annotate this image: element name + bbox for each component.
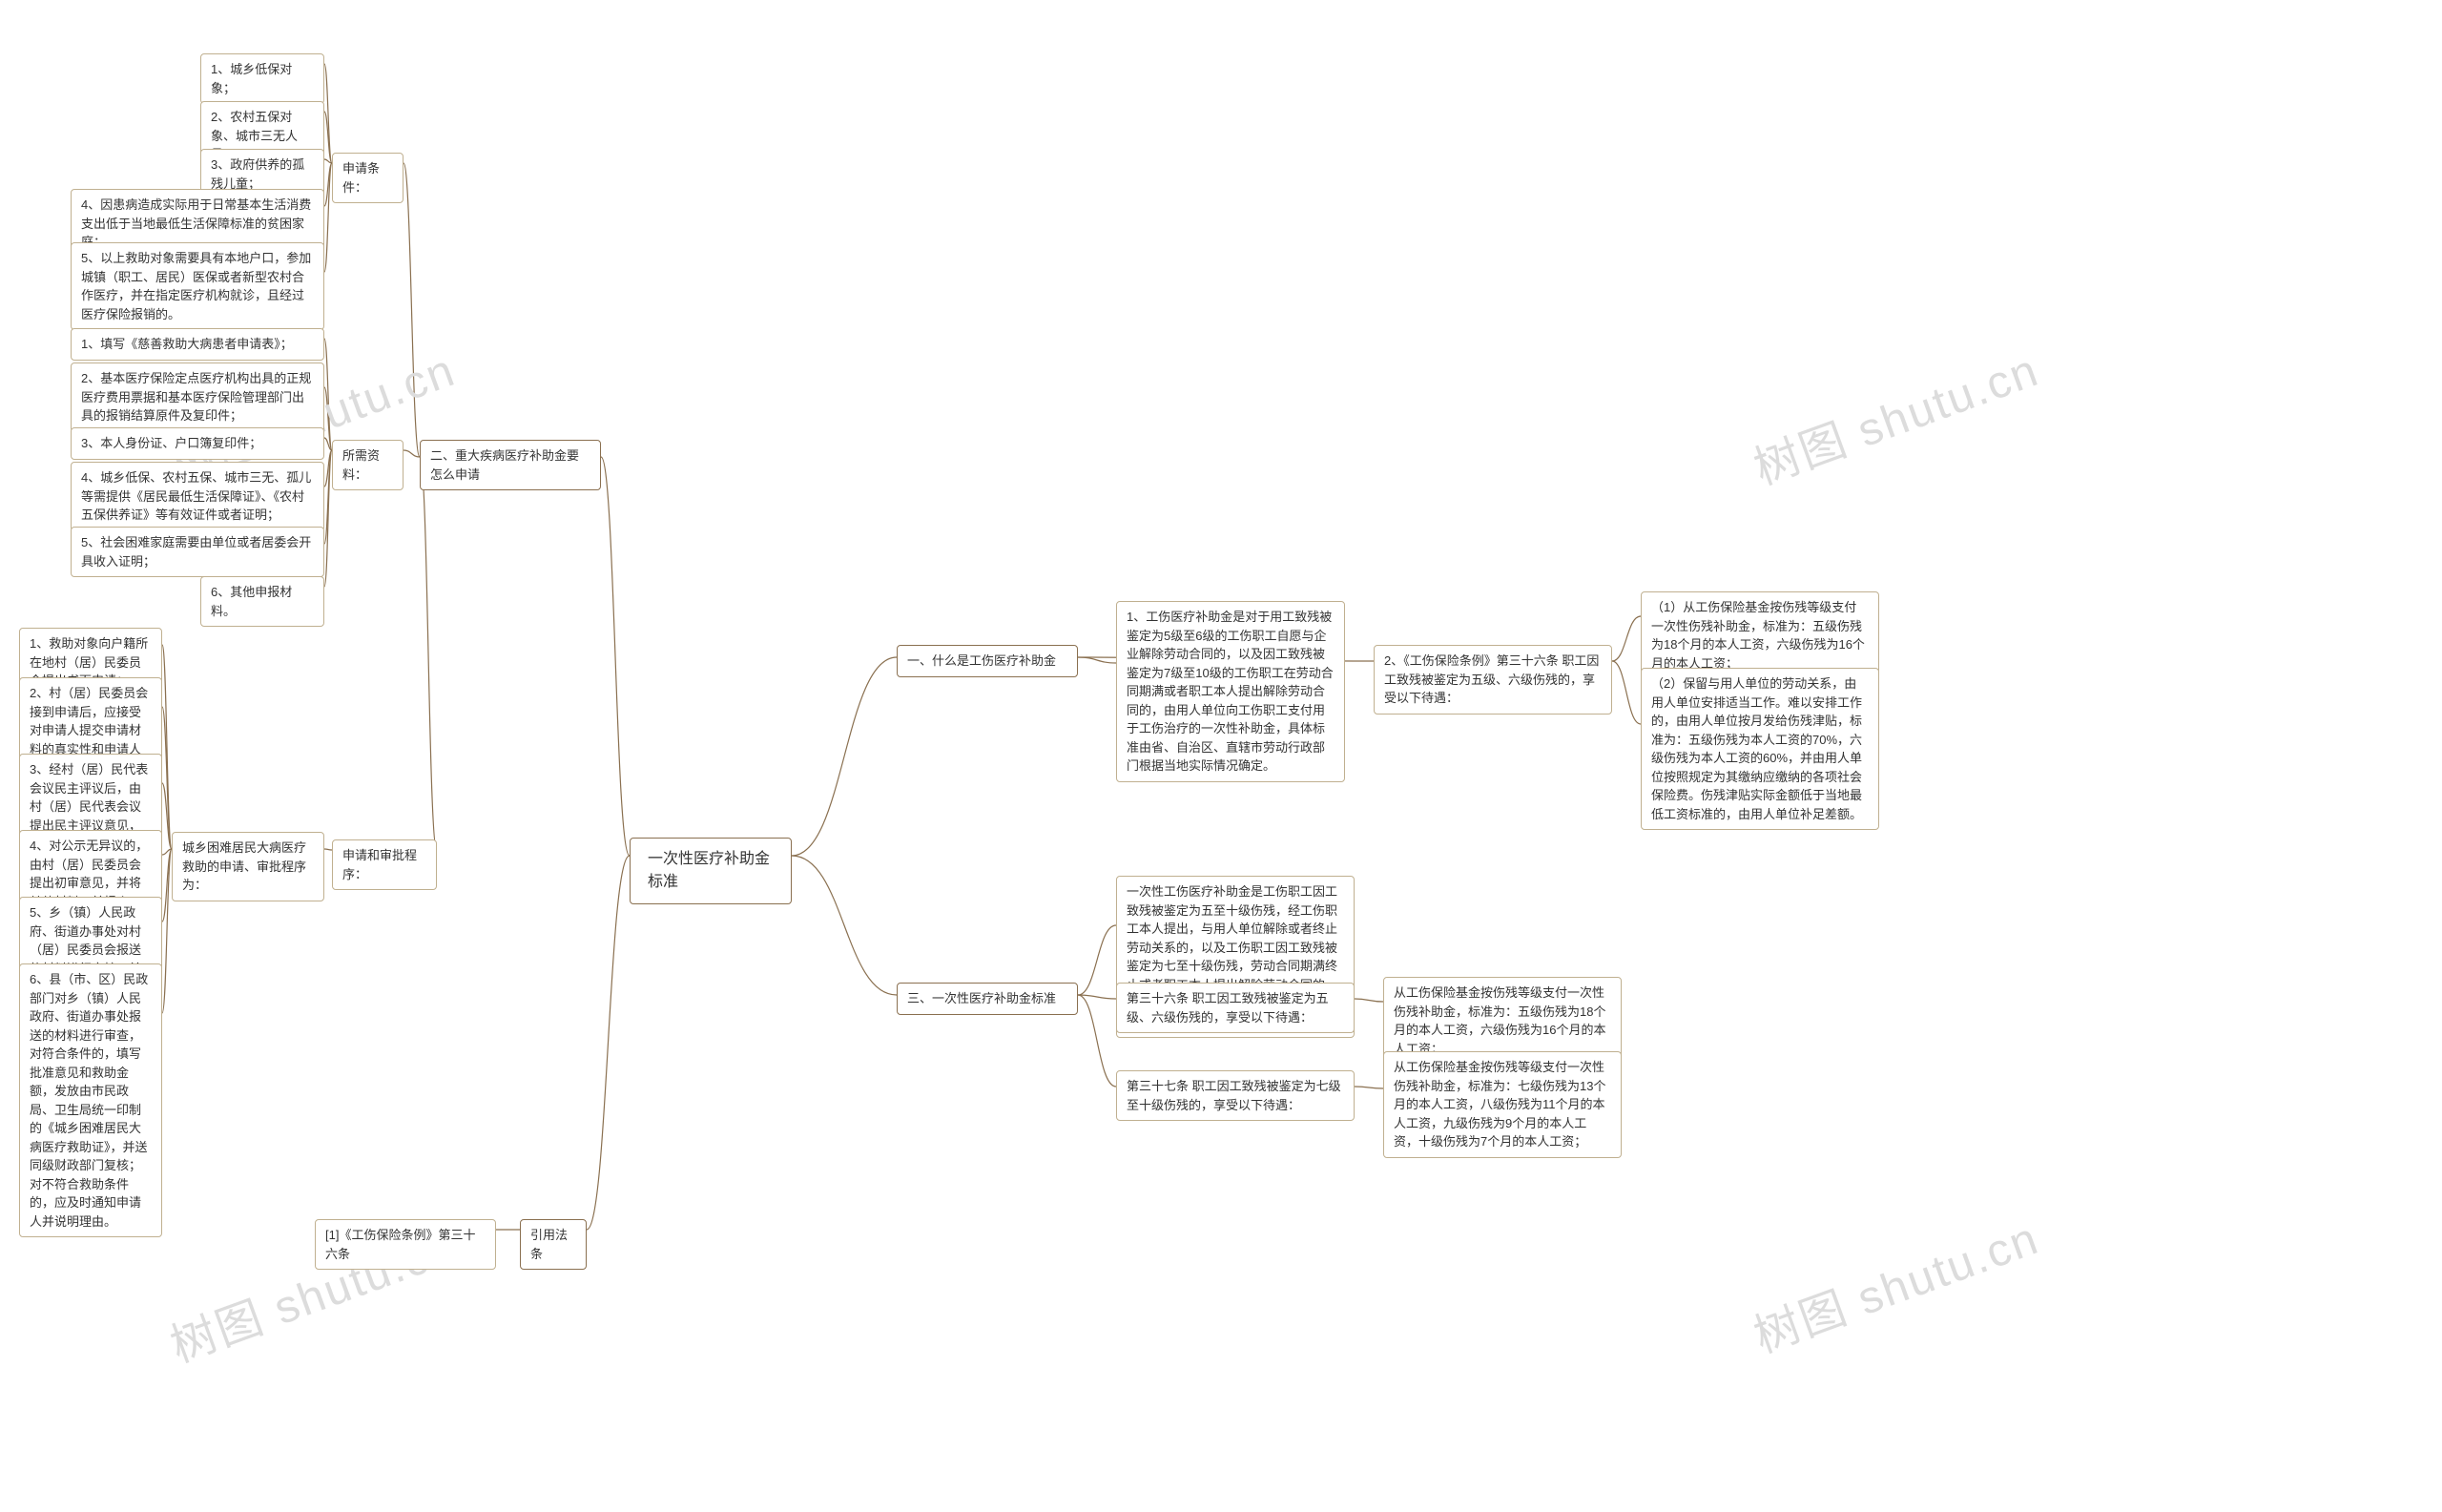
root: 一次性医疗补助金标准 <box>630 838 792 904</box>
b4c1: [1]《工伤保险条例》第三十六条 <box>315 1219 496 1270</box>
b1: 一、什么是工伤医疗补助金 <box>897 645 1078 677</box>
b1c1: 1、工伤医疗补助金是对于用工致残被鉴定为5级至6级的工伤职工自愿与企业解除劳动合… <box>1116 601 1345 782</box>
b2b: 所需资料： <box>332 440 404 490</box>
b1c2a: （1）从工伤保险基金按伤残等级支付一次性伤残补助金，标准为：五级伤残为18个月的… <box>1641 591 1879 679</box>
b2a5: 5、以上救助对象需要具有本地户口，参加城镇（职工、居民）医保或者新型农村合作医疗… <box>71 242 324 330</box>
b2b1: 1、填写《慈善救助大病患者申请表》； <box>71 328 324 361</box>
b2b4: 4、城乡低保、农村五保、城市三无、孤儿等需提供《居民最低生活保障证》、《农村五保… <box>71 462 324 531</box>
b2b5: 5、社会困难家庭需要由单位或者居委会开具收入证明； <box>71 527 324 577</box>
b2a: 申请条件： <box>332 153 404 203</box>
b4: 引用法条 <box>520 1219 587 1270</box>
b2c6: 6、县（市、区）民政部门对乡（镇）人民政府、街道办事处报送的材料进行审查，对符合… <box>19 963 162 1237</box>
b2c: 申请和审批程序： <box>332 839 437 890</box>
b2c0: 城乡困难居民大病医疗救助的申请、审批程序为： <box>172 832 324 901</box>
b2b6: 6、其他申报材料。 <box>200 576 324 627</box>
b3c3: 第三十七条 职工因工致残被鉴定为七级至十级伤残的，享受以下待遇： <box>1116 1070 1355 1121</box>
b2b2: 2、基本医疗保险定点医疗机构出具的正规医疗费用票据和基本医疗保险管理部门出具的报… <box>71 362 324 432</box>
b2a1: 1、城乡低保对象； <box>200 53 324 104</box>
b3c3a: 从工伤保险基金按伤残等级支付一次性伤残补助金，标准为：七级伤残为13个月的本人工… <box>1383 1051 1622 1158</box>
b1c2: 2、《工伤保险条例》第三十六条 职工因工致残被鉴定为五级、六级伤残的，享受以下待… <box>1374 645 1612 715</box>
b1c2b: （2）保留与用人单位的劳动关系，由用人单位安排适当工作。难以安排工作的，由用人单… <box>1641 668 1879 830</box>
b2b3: 3、本人身份证、户口簿复印件； <box>71 427 324 460</box>
b3: 三、一次性医疗补助金标准 <box>897 983 1078 1015</box>
b2: 二、重大疾病医疗补助金要怎么申请 <box>420 440 601 490</box>
b3c2: 第三十六条 职工因工致残被鉴定为五级、六级伤残的，享受以下待遇： <box>1116 983 1355 1033</box>
